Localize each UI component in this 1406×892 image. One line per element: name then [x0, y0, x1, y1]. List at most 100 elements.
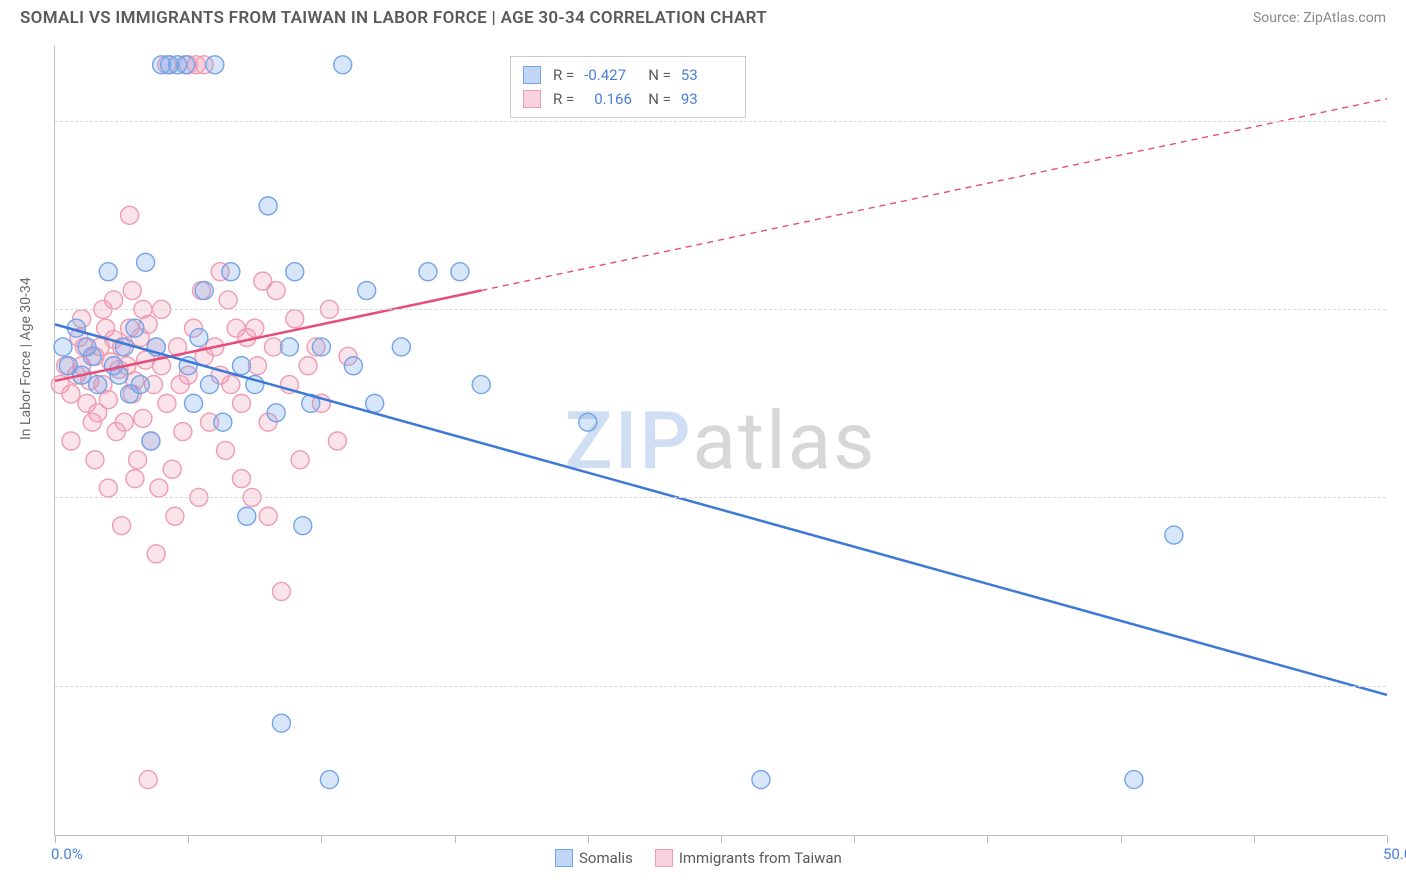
gridline-h [55, 309, 1386, 310]
legend-row-somalis: R = -0.427 N = 53 [523, 63, 733, 87]
legend-correlation-box: R = -0.427 N = 53 R = 0.166 N = 93 [510, 56, 746, 118]
data-point [142, 432, 160, 450]
swatch-pink [523, 90, 541, 108]
x-tick [1254, 835, 1255, 843]
data-point [190, 329, 208, 347]
data-point [147, 545, 165, 563]
data-point [99, 479, 117, 497]
data-point [201, 376, 219, 394]
data-point [195, 282, 213, 300]
source-prefix: Source: [1253, 10, 1303, 26]
data-point [267, 404, 285, 422]
x-tick [854, 835, 855, 843]
x-tick [721, 835, 722, 843]
chart-title: SOMALI VS IMMIGRANTS FROM TAIWAN IN LABO… [20, 8, 767, 28]
data-point [259, 197, 277, 215]
data-point [232, 357, 250, 375]
data-point [129, 451, 147, 469]
data-point [472, 376, 490, 394]
trend-line [55, 324, 1387, 695]
data-point [166, 507, 184, 525]
legend-series: Somalis Immigrants from Taiwan [555, 849, 842, 867]
data-point [280, 338, 298, 356]
x-tick [1387, 835, 1388, 843]
chart-plot-area: ZIPatlas R = -0.427 N = 53 R = 0.166 N =… [54, 46, 1386, 836]
legend-item-taiwan: Immigrants from Taiwan [655, 849, 842, 867]
data-point [1165, 526, 1183, 544]
gridline-h [55, 497, 1386, 498]
data-point [419, 263, 437, 281]
data-point [246, 319, 264, 337]
swatch-pink [655, 849, 673, 867]
data-point [62, 385, 80, 403]
data-point [99, 263, 117, 281]
x-tick [588, 835, 589, 843]
data-point [259, 507, 277, 525]
data-point [451, 263, 469, 281]
data-point [171, 376, 189, 394]
n-label: N = [648, 87, 671, 111]
data-point [83, 347, 101, 365]
data-point [105, 291, 123, 309]
data-point [126, 319, 144, 337]
data-point [312, 338, 330, 356]
data-point [286, 310, 304, 328]
somalis-r-value: -0.427 [584, 63, 636, 87]
data-point [1125, 771, 1143, 789]
data-point [328, 432, 346, 450]
data-point [291, 451, 309, 469]
legend-item-somalis: Somalis [555, 849, 633, 867]
data-point [299, 357, 317, 375]
taiwan-n-value: 93 [681, 87, 733, 111]
data-point [83, 413, 101, 431]
data-point [89, 376, 107, 394]
data-point [158, 394, 176, 412]
legend-row-taiwan: R = 0.166 N = 93 [523, 87, 733, 111]
data-point [222, 263, 240, 281]
somalis-n-value: 53 [681, 63, 733, 87]
data-point [392, 338, 410, 356]
source-link[interactable]: ZipAtlas.com [1303, 10, 1386, 26]
gridline-h [55, 121, 1386, 122]
data-point [126, 470, 144, 488]
data-point [344, 357, 362, 375]
data-point [286, 263, 304, 281]
data-point [232, 470, 250, 488]
data-point [366, 394, 384, 412]
data-point [334, 56, 352, 74]
legend-label-somalis: Somalis [579, 849, 633, 867]
x-tick-label: 0.0% [51, 845, 83, 863]
data-point [238, 507, 256, 525]
data-point [219, 291, 237, 309]
swatch-blue [555, 849, 573, 867]
data-point [62, 432, 80, 450]
data-point [174, 423, 192, 441]
x-tick [455, 835, 456, 843]
x-tick-label: 50.0% [1383, 845, 1406, 863]
x-tick [55, 835, 56, 843]
gridline-h [55, 686, 1386, 687]
legend-label-taiwan: Immigrants from Taiwan [679, 849, 842, 867]
x-tick [321, 835, 322, 843]
n-label: N = [648, 63, 671, 87]
r-label: R = [553, 63, 574, 87]
trend-line [481, 99, 1387, 291]
data-point [121, 206, 139, 224]
data-point [113, 517, 131, 535]
y-axis-label: In Labor Force | Age 30-34 [18, 277, 34, 440]
data-point [177, 56, 195, 74]
data-point [134, 409, 152, 427]
x-tick [987, 835, 988, 843]
r-label: R = [553, 87, 574, 111]
data-point [272, 582, 290, 600]
data-point [123, 282, 141, 300]
x-tick [188, 835, 189, 843]
data-point [99, 391, 117, 409]
data-point [579, 413, 597, 431]
data-point [206, 56, 224, 74]
data-point [216, 441, 234, 459]
swatch-blue [523, 66, 541, 84]
data-point [139, 771, 157, 789]
data-point [214, 413, 232, 431]
data-point [752, 771, 770, 789]
